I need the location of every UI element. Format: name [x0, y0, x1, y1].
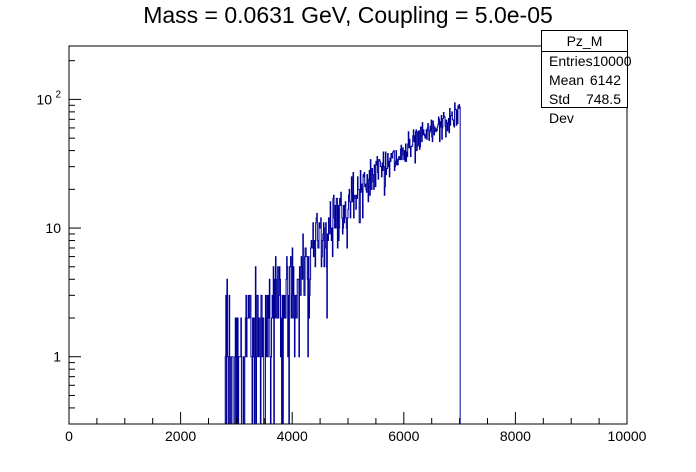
- x-tick-label: 2000: [165, 428, 196, 444]
- stats-title: Pz_M: [542, 31, 627, 52]
- stats-row-entries: Entries 10000: [542, 52, 632, 71]
- stats-row-stddev: Std Dev 748.5: [542, 90, 627, 126]
- stats-row-mean: Mean 6142: [542, 71, 627, 90]
- stats-value: 10000: [592, 53, 632, 69]
- stats-value: 6142: [589, 72, 621, 88]
- x-tick-label: 6000: [388, 428, 419, 444]
- y-tick-label: 10: [45, 220, 61, 236]
- x-tick-label: 8000: [500, 428, 531, 444]
- x-tick-label: 4000: [277, 428, 308, 444]
- y-tick-exponent: 2: [55, 89, 61, 100]
- histogram-bars: [69, 102, 627, 425]
- stats-label: Entries: [549, 53, 593, 69]
- chart-title: Mass = 0.0631 GeV, Coupling = 5.0e-05: [143, 2, 553, 28]
- stats-label: Mean: [549, 72, 585, 88]
- x-tick-label: 0: [65, 428, 73, 444]
- x-axis: 0 2000 4000 6000 8000 10000: [65, 412, 647, 444]
- stats-value: 748.5: [585, 91, 621, 107]
- stats-label: Std Dev: [549, 91, 574, 126]
- histogram-line: [69, 102, 627, 425]
- x-tick-label: 10000: [608, 428, 647, 444]
- y-tick-label: 1: [53, 349, 61, 365]
- y-tick-label: 10: [36, 91, 52, 107]
- stats-box: Pz_M Entries 10000 Mean 6142 Std Dev 748…: [541, 30, 632, 126]
